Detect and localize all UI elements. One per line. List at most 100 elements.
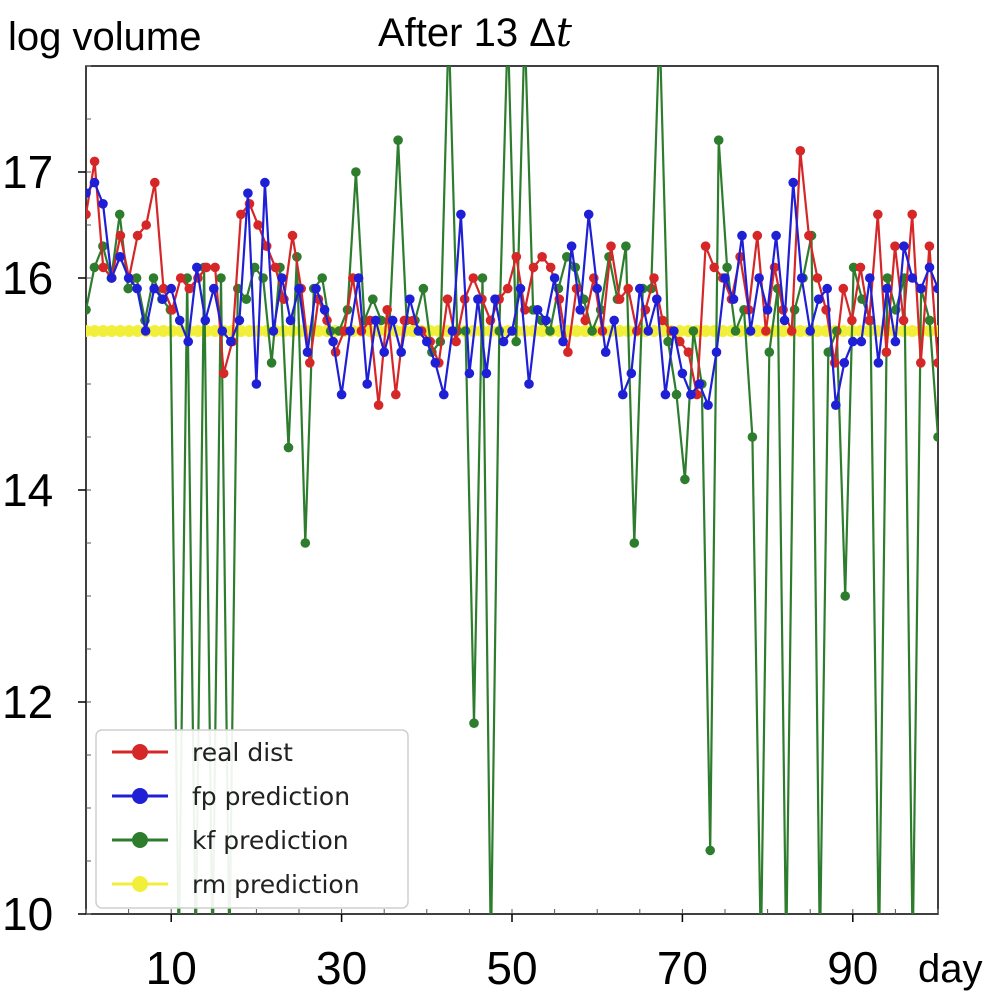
data-point — [391, 389, 401, 400]
data-point — [737, 230, 747, 241]
data-point — [157, 294, 168, 305]
data-point — [353, 273, 364, 283]
data-point — [149, 283, 159, 294]
data-point — [141, 220, 151, 230]
data-point — [583, 209, 594, 220]
data-point — [209, 283, 219, 294]
legend-marker — [132, 876, 148, 892]
data-point — [621, 241, 631, 251]
data-point — [123, 283, 133, 294]
data-point — [456, 209, 466, 220]
data-point — [890, 336, 901, 347]
data-point — [856, 336, 867, 347]
data-point — [924, 315, 935, 326]
data-point — [933, 358, 938, 368]
data-point — [711, 347, 722, 358]
data-point — [683, 347, 694, 358]
data-point — [464, 368, 475, 379]
data-point — [643, 326, 654, 336]
data-point — [618, 389, 628, 400]
data-point — [201, 262, 212, 273]
data-point — [898, 315, 909, 326]
data-point — [897, 325, 910, 337]
data-point — [98, 262, 108, 273]
data-point — [328, 336, 338, 347]
data-point — [468, 273, 479, 283]
legend: real dist fp prediction kf prediction rm pr… — [95, 729, 409, 909]
data-point — [848, 262, 859, 273]
data-point — [545, 262, 556, 273]
data-point — [89, 156, 100, 167]
data-point — [600, 347, 611, 358]
data-point — [515, 283, 526, 294]
y-tick-label: 17 — [2, 146, 53, 198]
data-point — [200, 315, 211, 326]
x-tick-label: 10 — [146, 942, 197, 994]
data-point — [614, 294, 625, 305]
data-point — [131, 325, 144, 337]
y-tick-label: 14 — [2, 464, 53, 516]
data-point — [266, 358, 277, 368]
legend-label: rm prediction — [192, 870, 360, 899]
data-point — [166, 325, 179, 337]
data-point — [442, 294, 453, 305]
data-point — [752, 230, 763, 241]
data-point — [730, 326, 741, 336]
data-point — [498, 336, 509, 347]
data-point — [788, 177, 798, 188]
legend-marker — [132, 744, 148, 760]
data-point — [123, 325, 135, 337]
data-point — [889, 325, 901, 337]
data-point — [210, 262, 220, 273]
data-point — [507, 326, 517, 336]
data-point — [148, 273, 159, 283]
x-tick-label: 50 — [486, 942, 537, 994]
data-point — [251, 379, 262, 389]
data-point — [528, 262, 539, 273]
data-point — [439, 389, 449, 400]
data-point — [812, 273, 823, 283]
data-point — [236, 209, 246, 220]
data-point — [864, 315, 874, 326]
data-point — [865, 273, 875, 283]
data-point — [183, 336, 193, 347]
data-point — [764, 347, 775, 358]
legend-item: real dist — [112, 738, 293, 767]
data-point — [671, 389, 682, 400]
data-point — [881, 347, 892, 358]
data-point — [813, 294, 824, 305]
data-point — [873, 209, 883, 220]
data-point — [536, 325, 549, 337]
data-point — [907, 273, 918, 283]
data-point — [148, 325, 161, 337]
data-point — [899, 241, 909, 251]
data-point — [680, 474, 690, 485]
y-tick-label: 10 — [2, 888, 53, 940]
data-point — [115, 251, 125, 262]
data-point — [933, 432, 938, 442]
data-point — [460, 326, 471, 336]
data-point — [345, 326, 355, 336]
data-point — [477, 273, 488, 283]
data-point — [592, 283, 602, 294]
data-point — [382, 305, 393, 315]
data-point — [356, 326, 367, 336]
data-point — [635, 283, 645, 294]
data-point — [587, 326, 597, 336]
series-line — [86, 150, 938, 406]
data-point — [88, 325, 101, 337]
data-point — [606, 241, 616, 251]
data-point — [191, 325, 204, 337]
data-point — [216, 273, 226, 283]
data-point — [916, 358, 926, 368]
data-point — [105, 325, 118, 337]
data-point — [97, 325, 110, 337]
data-point — [669, 326, 679, 336]
data-point — [86, 188, 91, 198]
data-point — [268, 326, 279, 336]
data-point — [699, 325, 712, 337]
data-point — [226, 336, 236, 347]
data-point — [451, 336, 461, 347]
data-point — [260, 177, 270, 188]
data-point — [447, 326, 458, 336]
